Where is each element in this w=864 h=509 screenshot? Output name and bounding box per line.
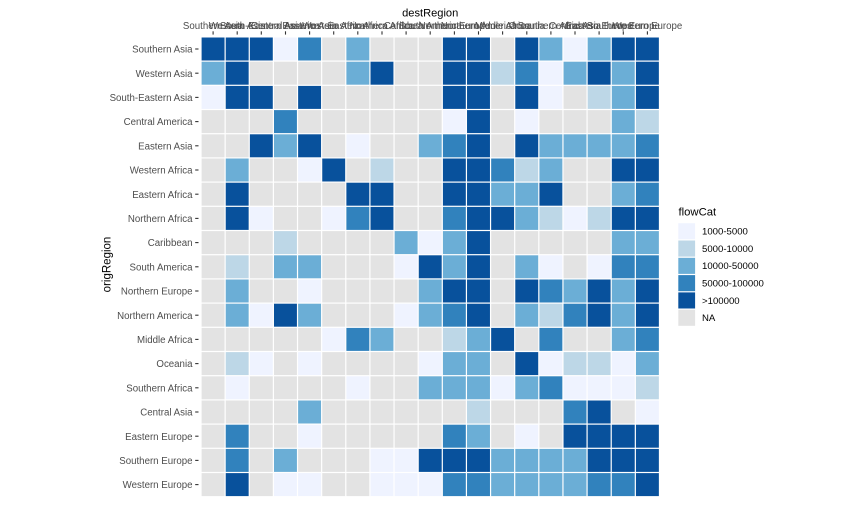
svg-text:Northern America: Northern America: [441, 21, 517, 32]
svg-text:South-Eastern Asia: South-Eastern Asia: [110, 93, 194, 104]
svg-text:Central Asia: Central Asia: [140, 408, 193, 419]
svg-text:South-Eastern Asia: South-Eastern Asia: [220, 21, 304, 32]
svg-text:Western Africa: Western Africa: [130, 166, 193, 177]
svg-text:Oceania: Oceania: [156, 359, 193, 370]
svg-text:Eastern Africa: Eastern Africa: [132, 190, 193, 201]
svg-text:Southern Europe: Southern Europe: [587, 21, 660, 32]
svg-text:10000-50000: 10000-50000: [702, 261, 759, 272]
svg-text:Northern Africa: Northern Africa: [128, 214, 193, 225]
svg-text:Middle Africa: Middle Africa: [475, 21, 531, 32]
svg-text:5000-10000: 5000-10000: [702, 244, 753, 255]
svg-text:1000-5000: 1000-5000: [702, 227, 748, 238]
svg-text:Northern America: Northern America: [117, 311, 193, 322]
svg-text:Western Europe: Western Europe: [612, 21, 682, 32]
svg-text:destRegion: destRegion: [402, 8, 458, 20]
svg-text:Western Asia: Western Asia: [209, 21, 267, 32]
svg-text:Eastern Asia: Eastern Asia: [138, 141, 193, 152]
svg-text:>100000: >100000: [702, 296, 740, 307]
svg-text:Northern Europe: Northern Europe: [419, 21, 491, 32]
svg-text:Middle Africa: Middle Africa: [137, 335, 193, 346]
svg-text:50000-100000: 50000-100000: [702, 279, 764, 290]
svg-text:Caribbean: Caribbean: [148, 238, 193, 249]
svg-text:Western Africa: Western Africa: [302, 21, 365, 32]
svg-text:NA: NA: [702, 313, 716, 324]
svg-text:Central America: Central America: [124, 117, 194, 128]
svg-text:Caribbean: Caribbean: [384, 21, 429, 32]
svg-text:Southern Africa: Southern Africa: [518, 21, 585, 32]
svg-text:South America: South America: [129, 262, 193, 273]
svg-text:Southern Africa: Southern Africa: [126, 383, 193, 394]
svg-text:Central Asia: Central Asia: [549, 21, 602, 32]
svg-text:South America: South America: [399, 21, 463, 32]
svg-text:Eastern Africa: Eastern Africa: [328, 21, 389, 32]
svg-text:Central America: Central America: [251, 21, 321, 32]
svg-text:Southern Europe: Southern Europe: [119, 456, 192, 467]
svg-text:origRegion: origRegion: [102, 237, 114, 293]
svg-text:flowCat: flowCat: [679, 207, 718, 219]
svg-text:Western Europe: Western Europe: [123, 480, 193, 491]
svg-text:Eastern Europe: Eastern Europe: [125, 432, 192, 443]
svg-text:Oceania: Oceania: [509, 21, 546, 32]
svg-text:Western Asia: Western Asia: [136, 69, 194, 80]
svg-text:Northern Africa: Northern Africa: [350, 21, 415, 32]
svg-text:Southern Asia: Southern Asia: [183, 21, 244, 32]
svg-text:Northern Europe: Northern Europe: [121, 287, 193, 298]
svg-text:Eastern Europe: Eastern Europe: [565, 21, 632, 32]
svg-text:Southern Asia: Southern Asia: [132, 45, 193, 56]
svg-text:Eastern Asia: Eastern Asia: [282, 21, 337, 32]
